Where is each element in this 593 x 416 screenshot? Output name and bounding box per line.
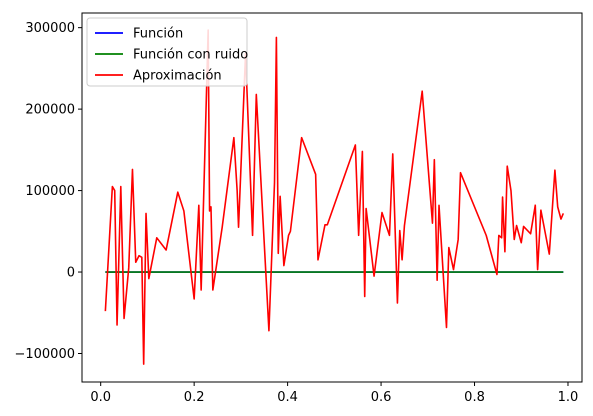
y-tick-label: 0 [67, 266, 75, 281]
legend-label: Función con ruido [133, 48, 248, 63]
plot-frame [81, 12, 583, 383]
x-tick-label: 0.2 [184, 390, 205, 405]
x-tick-label: 0.0 [90, 390, 111, 405]
legend-box [86, 17, 248, 87]
series-layer [104, 29, 565, 365]
x-tick-label: 0.8 [464, 390, 485, 405]
x-tick-label: 1.0 [558, 390, 579, 405]
y-tick-label: 200000 [25, 103, 75, 118]
legend: Función Función con ruido Aproximación [86, 17, 248, 87]
axes-layer: 0.0 0.2 0.4 0.6 0.8 1.0 −100000 0 100000 200000 30… [14, 12, 583, 405]
x-tick-label: 0.4 [277, 390, 298, 405]
series-line-3 [104, 29, 565, 365]
y-tick-label: 100000 [25, 184, 75, 199]
legend-label: Aproximación [133, 69, 222, 84]
legend-label: Función [133, 27, 183, 42]
x-tick-label: 0.6 [371, 390, 392, 405]
y-tick-label: −100000 [14, 347, 75, 362]
y-tick-label: 300000 [25, 21, 75, 36]
